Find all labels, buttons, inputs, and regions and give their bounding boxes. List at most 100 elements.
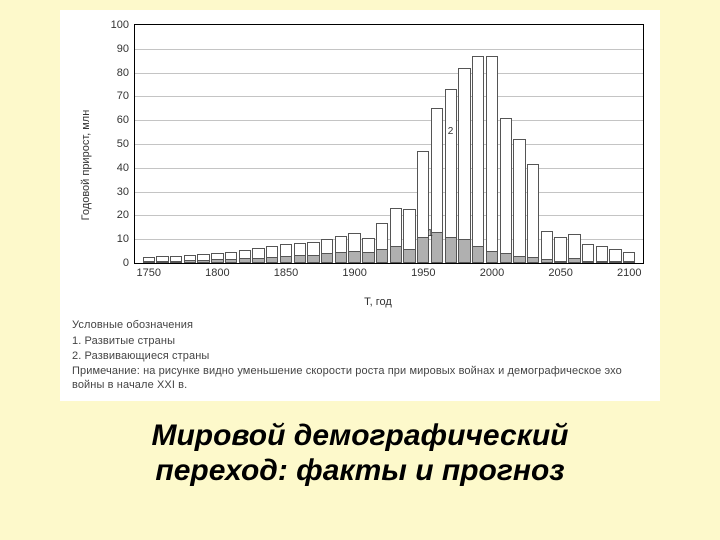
bar-series-1 — [623, 261, 635, 263]
legend-note: Примечание: на рисунке видно уменьшение … — [72, 364, 648, 394]
bar-slot — [513, 25, 525, 263]
bar-series-2 — [486, 56, 498, 263]
bar-series-1 — [445, 237, 457, 263]
bar-slot — [225, 25, 237, 263]
bar-slot — [541, 25, 553, 263]
xtick-label: 2050 — [548, 263, 572, 279]
bar-series-1 — [554, 261, 566, 263]
chart-annotation: 2 — [448, 126, 454, 137]
ytick-label: 30 — [117, 186, 135, 198]
bar-series-1 — [266, 257, 278, 263]
bar-slot — [623, 25, 635, 263]
xtick-label: 1750 — [136, 263, 160, 279]
ytick-label: 100 — [111, 19, 135, 31]
bar-slot — [582, 25, 594, 263]
bar-slot — [403, 25, 415, 263]
legend-item-1: 1. Развитые страны — [72, 334, 648, 349]
bar-slot — [143, 25, 155, 263]
ytick-label: 10 — [117, 233, 135, 245]
bar-slot — [596, 25, 608, 263]
bar-series-1 — [307, 255, 319, 263]
bar-series-1 — [335, 252, 347, 263]
bar-series-1 — [458, 239, 470, 263]
bar-series-1 — [513, 256, 525, 263]
bar-series-2 — [500, 118, 512, 263]
bar-series-1 — [321, 253, 333, 263]
xtick-label: 1850 — [274, 263, 298, 279]
bar-slot — [266, 25, 278, 263]
bar-series-1 — [156, 261, 168, 263]
bar-slot — [390, 25, 402, 263]
bar-series-1 — [170, 261, 182, 263]
xtick-label: 1900 — [342, 263, 366, 279]
bar-series-1 — [500, 253, 512, 263]
bar-series-1 — [582, 261, 594, 263]
bar-series-1 — [348, 251, 360, 263]
bar-series-2 — [458, 68, 470, 263]
bar-series-1 — [239, 258, 251, 263]
title-line-1: Мировой демографический — [151, 419, 568, 452]
ytick-label: 20 — [117, 209, 135, 221]
ytick-label: 60 — [117, 114, 135, 126]
bar-series-1 — [390, 246, 402, 263]
bar-slot — [458, 25, 470, 263]
legend-block: Условные обозначения 1. Развитые страны … — [72, 318, 648, 393]
ytick-label: 90 — [117, 43, 135, 55]
bar-slot — [486, 25, 498, 263]
bar-series-1 — [252, 258, 264, 263]
bar-slot — [170, 25, 182, 263]
bar-slot — [307, 25, 319, 263]
bar-series-1 — [362, 252, 374, 263]
bar-series-1 — [403, 249, 415, 263]
plot: 0102030405060708090100175018001850190019… — [134, 24, 644, 264]
bar-slot — [431, 25, 443, 263]
bar-slot — [348, 25, 360, 263]
bar-slot — [321, 25, 333, 263]
bar-slot — [472, 25, 484, 263]
bar-slot — [362, 25, 374, 263]
y-axis-label: Годовой прирост, млн — [80, 110, 92, 221]
ytick-label: 40 — [117, 162, 135, 174]
bar-series-1 — [376, 249, 388, 263]
x-axis-label: Т, год — [364, 296, 392, 308]
bar-slot — [294, 25, 306, 263]
ytick-label: 70 — [117, 90, 135, 102]
bar-series-1 — [486, 251, 498, 263]
bar-slot — [417, 25, 429, 263]
ytick-label: 80 — [117, 67, 135, 79]
figure-container: Годовой прирост, млн 0102030405060708090… — [60, 10, 660, 401]
bar-series-2 — [527, 164, 539, 263]
bar-series-1 — [472, 246, 484, 263]
bar-series-2 — [513, 139, 525, 263]
bar-slot — [211, 25, 223, 263]
bar-series-1 — [280, 256, 292, 263]
bar-series-1 — [143, 261, 155, 263]
bar-slot — [554, 25, 566, 263]
bar-series-1 — [417, 237, 429, 263]
bar-slot — [376, 25, 388, 263]
bar-series-2 — [541, 231, 553, 263]
title-line-2: переход: факты и прогноз — [155, 454, 564, 487]
bar-slot — [500, 25, 512, 263]
bar-series-1 — [184, 260, 196, 263]
bar-series-1 — [541, 259, 553, 263]
bar-series-2 — [472, 56, 484, 263]
bar-series-1 — [609, 261, 621, 263]
bar-series-2 — [554, 237, 566, 263]
xtick-label: 1800 — [205, 263, 229, 279]
bar-slot — [239, 25, 251, 263]
bar-slot — [184, 25, 196, 263]
bar-slot — [156, 25, 168, 263]
ytick-label: 50 — [117, 138, 135, 150]
bar-series-1 — [294, 255, 306, 263]
bar-slot — [335, 25, 347, 263]
bar-slot — [609, 25, 621, 263]
slide-title: Мировой демографический переход: факты и… — [28, 419, 692, 488]
bar-series-1 — [568, 258, 580, 263]
legend-heading: Условные обозначения — [72, 318, 648, 333]
bar-series-1 — [211, 259, 223, 263]
bar-slot — [280, 25, 292, 263]
bar-series-1 — [225, 259, 237, 263]
xtick-label: 1950 — [411, 263, 435, 279]
bar-slot — [527, 25, 539, 263]
